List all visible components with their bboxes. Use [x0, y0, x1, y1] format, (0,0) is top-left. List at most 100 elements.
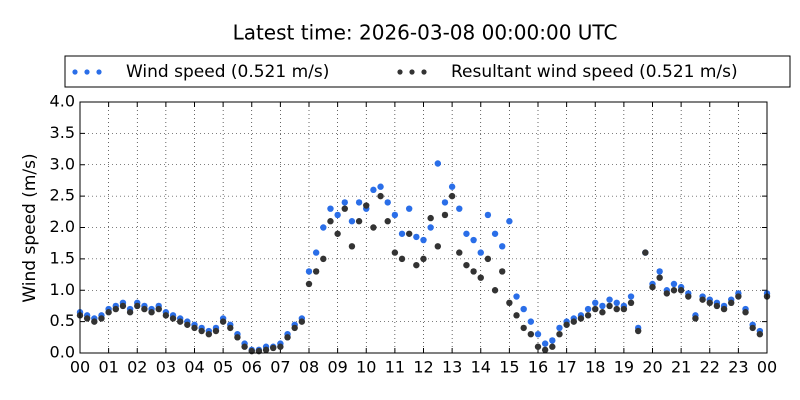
scatter-point — [212, 327, 220, 335]
scatter-point — [463, 230, 470, 237]
y-tick-label: 2.5 — [50, 186, 75, 205]
scatter-point — [592, 305, 599, 313]
scatter-point — [563, 321, 570, 328]
chart-title: Latest time: 2026-03-08 00:00:00 UTC — [233, 21, 618, 45]
scatter-point — [749, 324, 756, 332]
x-tick-label: 07 — [270, 358, 290, 377]
scatter-point — [327, 218, 334, 225]
legend-marker — [84, 69, 90, 75]
scatter-point — [692, 315, 699, 322]
scatter-point — [713, 302, 721, 310]
scatter-point — [441, 211, 449, 219]
x-tick-label: 17 — [556, 358, 576, 377]
scatter-point — [126, 309, 134, 316]
scatter-point — [735, 293, 742, 300]
x-tick-label: 05 — [213, 358, 233, 377]
scatter-point — [599, 309, 606, 316]
scatter-point — [184, 321, 191, 328]
scatter-point — [456, 249, 463, 256]
scatter-point — [262, 346, 270, 354]
scatter-point — [448, 192, 456, 200]
scatter-point — [420, 236, 427, 244]
scatter-point — [513, 293, 520, 300]
x-tick-label: 14 — [471, 358, 491, 377]
scatter-point — [148, 309, 155, 316]
x-tick-label: 18 — [585, 358, 605, 377]
scatter-point — [549, 343, 556, 350]
scatter-point — [334, 230, 341, 237]
legend-marker — [96, 69, 102, 75]
legend-label: Resultant wind speed (0.521 m/s) — [451, 62, 738, 82]
scatter-point — [613, 305, 620, 313]
scatter-point — [298, 318, 306, 325]
scatter-point — [355, 199, 363, 206]
x-tick-label: 11 — [385, 358, 405, 377]
scatter-point — [728, 299, 735, 306]
scatter-point — [534, 343, 542, 350]
scatter-point — [584, 312, 592, 319]
scatter-point — [155, 305, 162, 313]
scatter-point — [470, 236, 477, 244]
legend-marker — [421, 69, 427, 75]
scatter-point — [520, 324, 527, 332]
scatter-point — [670, 280, 678, 288]
scatter-point — [427, 224, 434, 231]
scatter-point — [463, 261, 470, 269]
scatter-point — [685, 293, 692, 300]
scatter-point — [634, 327, 642, 335]
scatter-point — [234, 334, 241, 341]
scatter-point — [606, 296, 613, 303]
scatter-point — [720, 305, 728, 313]
scatter-point — [434, 243, 442, 250]
scatter-point — [112, 305, 119, 313]
scatter-point — [98, 315, 105, 322]
x-tick-label: 09 — [327, 358, 347, 377]
scatter-point — [520, 305, 527, 313]
scatter-point — [176, 318, 184, 325]
x-tick-label: 08 — [299, 358, 319, 377]
y-axis-label: Wind speed (m/s) — [20, 153, 40, 302]
scatter-point — [677, 287, 685, 294]
scatter-point — [134, 302, 141, 310]
x-tick-label: 21 — [671, 358, 691, 377]
scatter-point — [312, 268, 320, 275]
legend-marker — [409, 69, 415, 75]
scatter-point — [592, 299, 599, 306]
scatter-point — [327, 205, 334, 212]
x-tick-label: 13 — [442, 358, 462, 377]
x-tick-label: 00 — [757, 358, 777, 377]
scatter-point — [627, 293, 635, 300]
x-tick-label: 02 — [127, 358, 147, 377]
scatter-point — [620, 305, 628, 313]
legend-box — [64, 55, 791, 88]
scatter-point — [141, 305, 148, 313]
y-tick-label: 0.5 — [50, 311, 75, 330]
scatter-point — [341, 205, 348, 212]
scatter-point — [384, 218, 391, 225]
scatter-point — [541, 340, 549, 347]
scatter-point — [284, 334, 291, 341]
scatter-point — [527, 330, 535, 338]
y-tick-label: 3.5 — [50, 123, 75, 142]
y-tick-label: 1.0 — [50, 280, 75, 299]
scatter-point — [477, 249, 484, 256]
x-tick-label: 04 — [184, 358, 204, 377]
scatter-point — [584, 305, 592, 313]
x-tick-label: 00 — [70, 358, 90, 377]
scatter-point — [413, 233, 420, 241]
scatter-point — [549, 337, 556, 344]
scatter-point — [305, 280, 313, 288]
scatter-point — [484, 255, 492, 263]
scatter-point — [670, 287, 678, 294]
x-tick-label: 16 — [528, 358, 548, 377]
scatter-point — [599, 302, 606, 310]
scatter-point — [656, 274, 663, 281]
x-tick-label: 03 — [156, 358, 176, 377]
scatter-point — [355, 218, 363, 225]
scatter-point — [370, 224, 377, 231]
scatter-point — [391, 249, 399, 256]
scatter-point — [420, 255, 427, 263]
scatter-point — [377, 183, 384, 190]
scatter-point — [506, 218, 513, 225]
scatter-point — [477, 274, 484, 281]
